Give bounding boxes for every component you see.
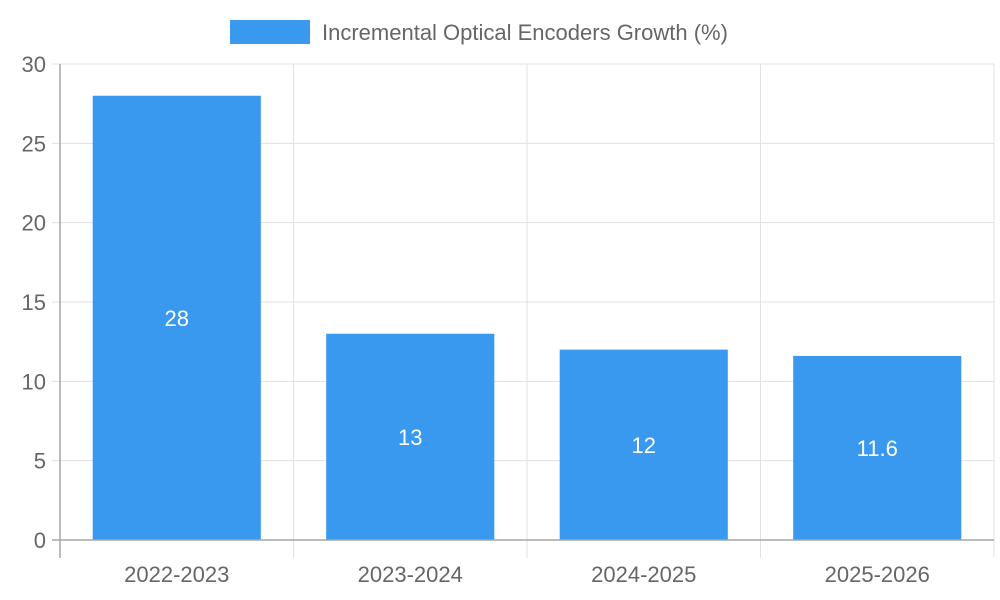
x-tick-label: 2025-2026 bbox=[825, 562, 930, 587]
x-tick-label: 2024-2025 bbox=[591, 562, 696, 587]
y-tick-label: 5 bbox=[34, 449, 46, 474]
bar[interactable] bbox=[793, 355, 962, 540]
x-tick-label: 2022-2023 bbox=[124, 562, 229, 587]
x-tick-label: 2023-2024 bbox=[358, 562, 463, 587]
y-tick-label: 20 bbox=[22, 211, 46, 236]
bar[interactable] bbox=[559, 349, 728, 540]
data-label: 12 bbox=[632, 433, 656, 458]
legend-swatch bbox=[230, 20, 310, 44]
y-tick-label: 25 bbox=[22, 131, 46, 156]
y-tick-label: 30 bbox=[22, 52, 46, 77]
axes bbox=[52, 63, 994, 558]
legend[interactable]: Incremental Optical Encoders Growth (%) bbox=[230, 20, 728, 45]
data-label: 11.6 bbox=[857, 436, 898, 461]
bar[interactable] bbox=[92, 95, 261, 540]
data-label: 28 bbox=[165, 306, 189, 331]
bars bbox=[92, 95, 962, 540]
y-tick-label: 0 bbox=[34, 528, 46, 553]
y-tick-label: 10 bbox=[22, 369, 46, 394]
tick-labels: 0 5 10 15 20 25 30 28 13 12 11.6 2022-2023 2023-2024… bbox=[22, 52, 930, 587]
data-label: 13 bbox=[398, 425, 422, 450]
bar[interactable] bbox=[326, 333, 495, 540]
y-tick-label: 15 bbox=[22, 290, 46, 315]
legend-label: Incremental Optical Encoders Growth (%) bbox=[322, 20, 728, 45]
